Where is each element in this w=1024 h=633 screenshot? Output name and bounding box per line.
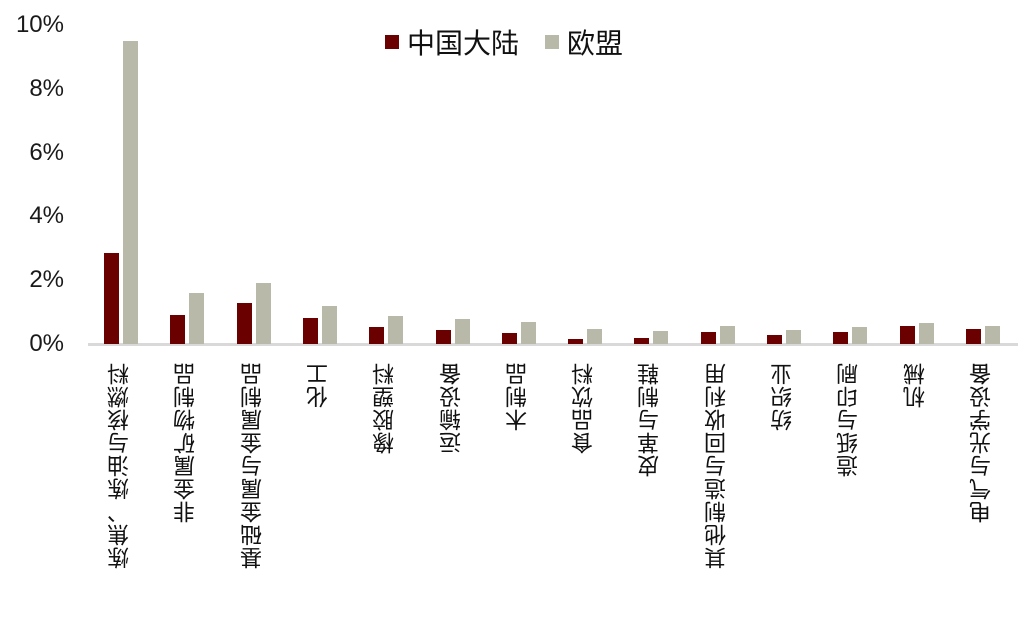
bar-china <box>767 335 782 344</box>
bar-eu <box>918 323 934 344</box>
bar-eu <box>786 329 801 344</box>
bar-eu <box>123 40 138 344</box>
x-tick-label-text: 化工 <box>306 362 332 408</box>
x-tick-label-text: 其他制造与回收利用 <box>704 362 730 569</box>
bar-eu <box>852 327 868 344</box>
bar-eu <box>587 328 603 344</box>
x-tick-label: 食品饮料 <box>570 362 600 632</box>
y-tick-label: 6% <box>29 138 64 166</box>
legend-label-eu: 欧盟 <box>567 27 624 60</box>
bar-eu <box>388 315 404 344</box>
y-tick-label: 4% <box>29 202 64 230</box>
x-tick-label: 机械 <box>902 362 932 632</box>
legend-item-eu: 欧盟 <box>545 22 623 62</box>
bar-china <box>833 331 849 344</box>
x-tick-label: 非金属矿物制品 <box>172 362 202 632</box>
x-tick-label: 木制品 <box>504 362 534 632</box>
bar-china <box>170 315 186 344</box>
x-tick-label: 其他制造与回收利用 <box>703 362 733 632</box>
x-tick-label-text: 橡胶塑料 <box>373 362 399 454</box>
y-tick-label: 10% <box>15 11 64 38</box>
bar-eu <box>321 306 337 344</box>
x-tick-label: 运输设备 <box>438 362 468 632</box>
bar-china <box>236 302 252 344</box>
legend-label-china: 中国大陆 <box>407 27 520 60</box>
x-tick-label-text: 运输设备 <box>439 362 465 454</box>
y-tick-label: 2% <box>29 266 64 294</box>
bar-eu <box>189 292 205 344</box>
legend-swatch-china <box>385 35 399 49</box>
x-tick-label: 化工 <box>305 362 335 632</box>
bar-china <box>965 328 981 344</box>
legend-swatch-eu <box>545 35 560 49</box>
x-tick-label: 皮革与制鞋 <box>636 362 666 632</box>
x-tick-label: 基础金属与金属制品 <box>239 362 269 632</box>
bar-china <box>568 338 584 344</box>
bar-eu <box>454 319 470 344</box>
bar-eu <box>984 325 1000 344</box>
bar-china <box>302 318 318 344</box>
bar-eu <box>719 325 735 344</box>
bar-china <box>104 253 119 344</box>
bar-china <box>501 332 517 344</box>
x-tick-label-text: 基础金属与金属制品 <box>240 362 266 569</box>
x-tick-label-text: 纺织业 <box>771 362 796 431</box>
x-tick-label: 炼焦、炼油与核燃料 <box>106 362 136 632</box>
bar-china <box>369 327 385 344</box>
bar-china <box>899 325 915 344</box>
x-tick-label-text: 造纸与印刷 <box>837 362 863 477</box>
x-tick-label-text: 木制品 <box>505 362 531 431</box>
x-tick-label-text: 非金属矿物制品 <box>174 362 200 523</box>
x-tick-label-text: 机械 <box>903 362 929 408</box>
y-tick-label: 0% <box>29 330 64 357</box>
legend: 中国大陆 欧盟 <box>385 22 649 62</box>
x-tick-label: 造纸与印刷 <box>835 362 865 632</box>
x-tick-label-text: 食品饮料 <box>572 362 598 454</box>
x-tick-label-text: 皮革与制鞋 <box>638 362 664 477</box>
bar-china <box>634 337 650 344</box>
x-tick-label: 纺织业 <box>769 362 799 632</box>
bar-eu <box>520 321 536 344</box>
bar-eu <box>255 282 271 344</box>
x-tick-label: 橡胶塑料 <box>371 362 401 632</box>
x-tick-label-text: 电气与光学设备 <box>969 362 995 523</box>
x-axis-line <box>88 343 1018 346</box>
x-tick-label-text: 炼焦、炼油与核燃料 <box>108 362 133 569</box>
y-tick-label: 8% <box>29 74 64 102</box>
x-tick-label: 电气与光学设备 <box>968 362 998 632</box>
bar-china <box>435 329 451 344</box>
bar-eu <box>653 330 669 344</box>
bar-china <box>700 331 716 344</box>
legend-item-china: 中国大陆 <box>385 22 519 62</box>
